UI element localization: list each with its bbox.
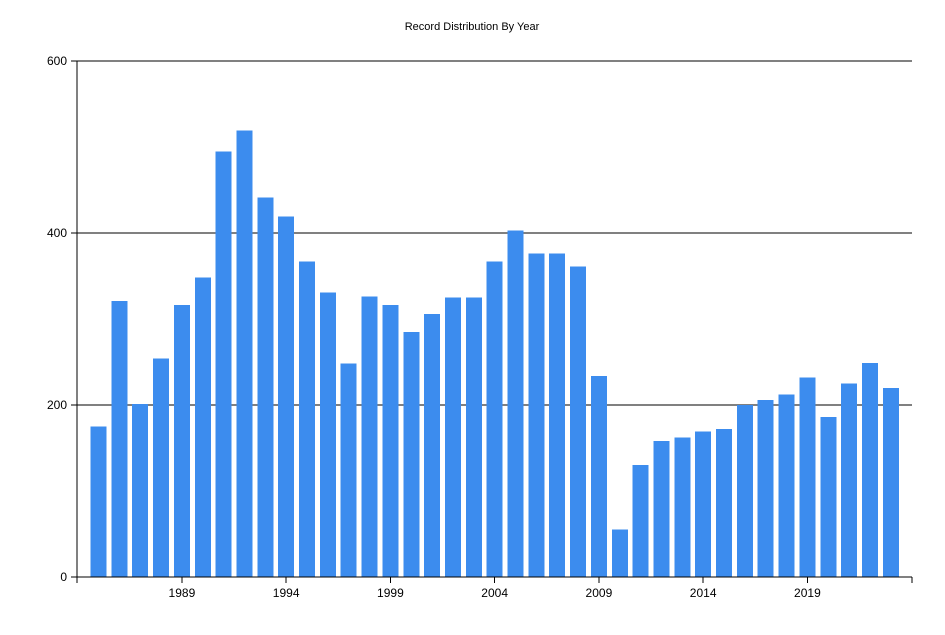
bar-2004: [486, 261, 503, 577]
y-tick-label-400: 400: [47, 226, 67, 240]
y-tick-label-200: 200: [47, 398, 67, 412]
bar-1999: [382, 305, 399, 577]
bars: [90, 130, 899, 578]
bar-1997: [340, 363, 357, 577]
bar-1994: [278, 216, 295, 577]
bar-1992: [236, 130, 253, 577]
bar-2002: [444, 297, 461, 577]
x-tick-label-2009: 2009: [586, 586, 613, 600]
bar-1993: [257, 197, 274, 578]
x-tick-label-1989: 1989: [169, 586, 196, 600]
bar-1990: [194, 277, 211, 577]
bar-1991: [215, 151, 232, 578]
bar-2016: [736, 405, 753, 577]
bar-2021: [841, 383, 858, 577]
bar-1985: [90, 426, 107, 577]
bar-2020: [820, 417, 837, 577]
bar-2001: [424, 313, 441, 577]
bar-1986: [111, 300, 128, 577]
bar-1995: [299, 261, 315, 577]
bar-2003: [465, 297, 482, 577]
bar-2013: [674, 437, 691, 577]
bar-2015: [716, 429, 732, 577]
bar-2000: [403, 331, 420, 577]
y-tick-label-600: 600: [47, 54, 67, 68]
y-axis-ticks: 0 200 400 600: [47, 54, 77, 584]
bar-1989: [173, 305, 190, 577]
bar-2017: [757, 399, 774, 577]
bar-1998: [361, 296, 378, 577]
x-tick-label-2019: 2019: [794, 586, 821, 600]
bar-2011: [632, 465, 649, 577]
bar-2022: [861, 362, 878, 577]
bar-1987: [132, 404, 149, 577]
bar-2023: [882, 387, 899, 577]
bar-2010: [611, 529, 628, 577]
bar-2019: [799, 377, 816, 577]
x-tick-label-1999: 1999: [377, 586, 404, 600]
chart-title: Record Distribution By Year: [405, 21, 540, 33]
bar-1996: [319, 292, 336, 577]
bar-1988: [153, 358, 170, 577]
bar-2018: [778, 394, 795, 577]
bar-2005: [507, 230, 524, 578]
bar-2007: [549, 253, 566, 577]
bar-2014: [695, 431, 712, 577]
bar-2009: [590, 375, 607, 577]
x-axis-ticks: 1989 1994 1999 2004 2009 2014 2019: [76, 577, 913, 600]
y-tick-label-0: 0: [60, 570, 67, 584]
bar-2008: [570, 266, 587, 577]
bar-2006: [528, 253, 545, 577]
x-tick-label-1994: 1994: [273, 586, 300, 600]
bar-2012: [653, 441, 670, 577]
x-tick-label-2004: 2004: [481, 586, 508, 600]
x-tick-label-2014: 2014: [690, 586, 717, 600]
